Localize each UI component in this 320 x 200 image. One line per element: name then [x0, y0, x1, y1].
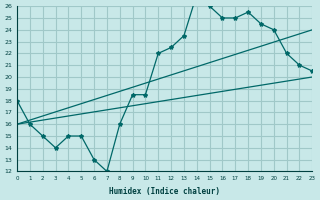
X-axis label: Humidex (Indice chaleur): Humidex (Indice chaleur)	[109, 187, 220, 196]
